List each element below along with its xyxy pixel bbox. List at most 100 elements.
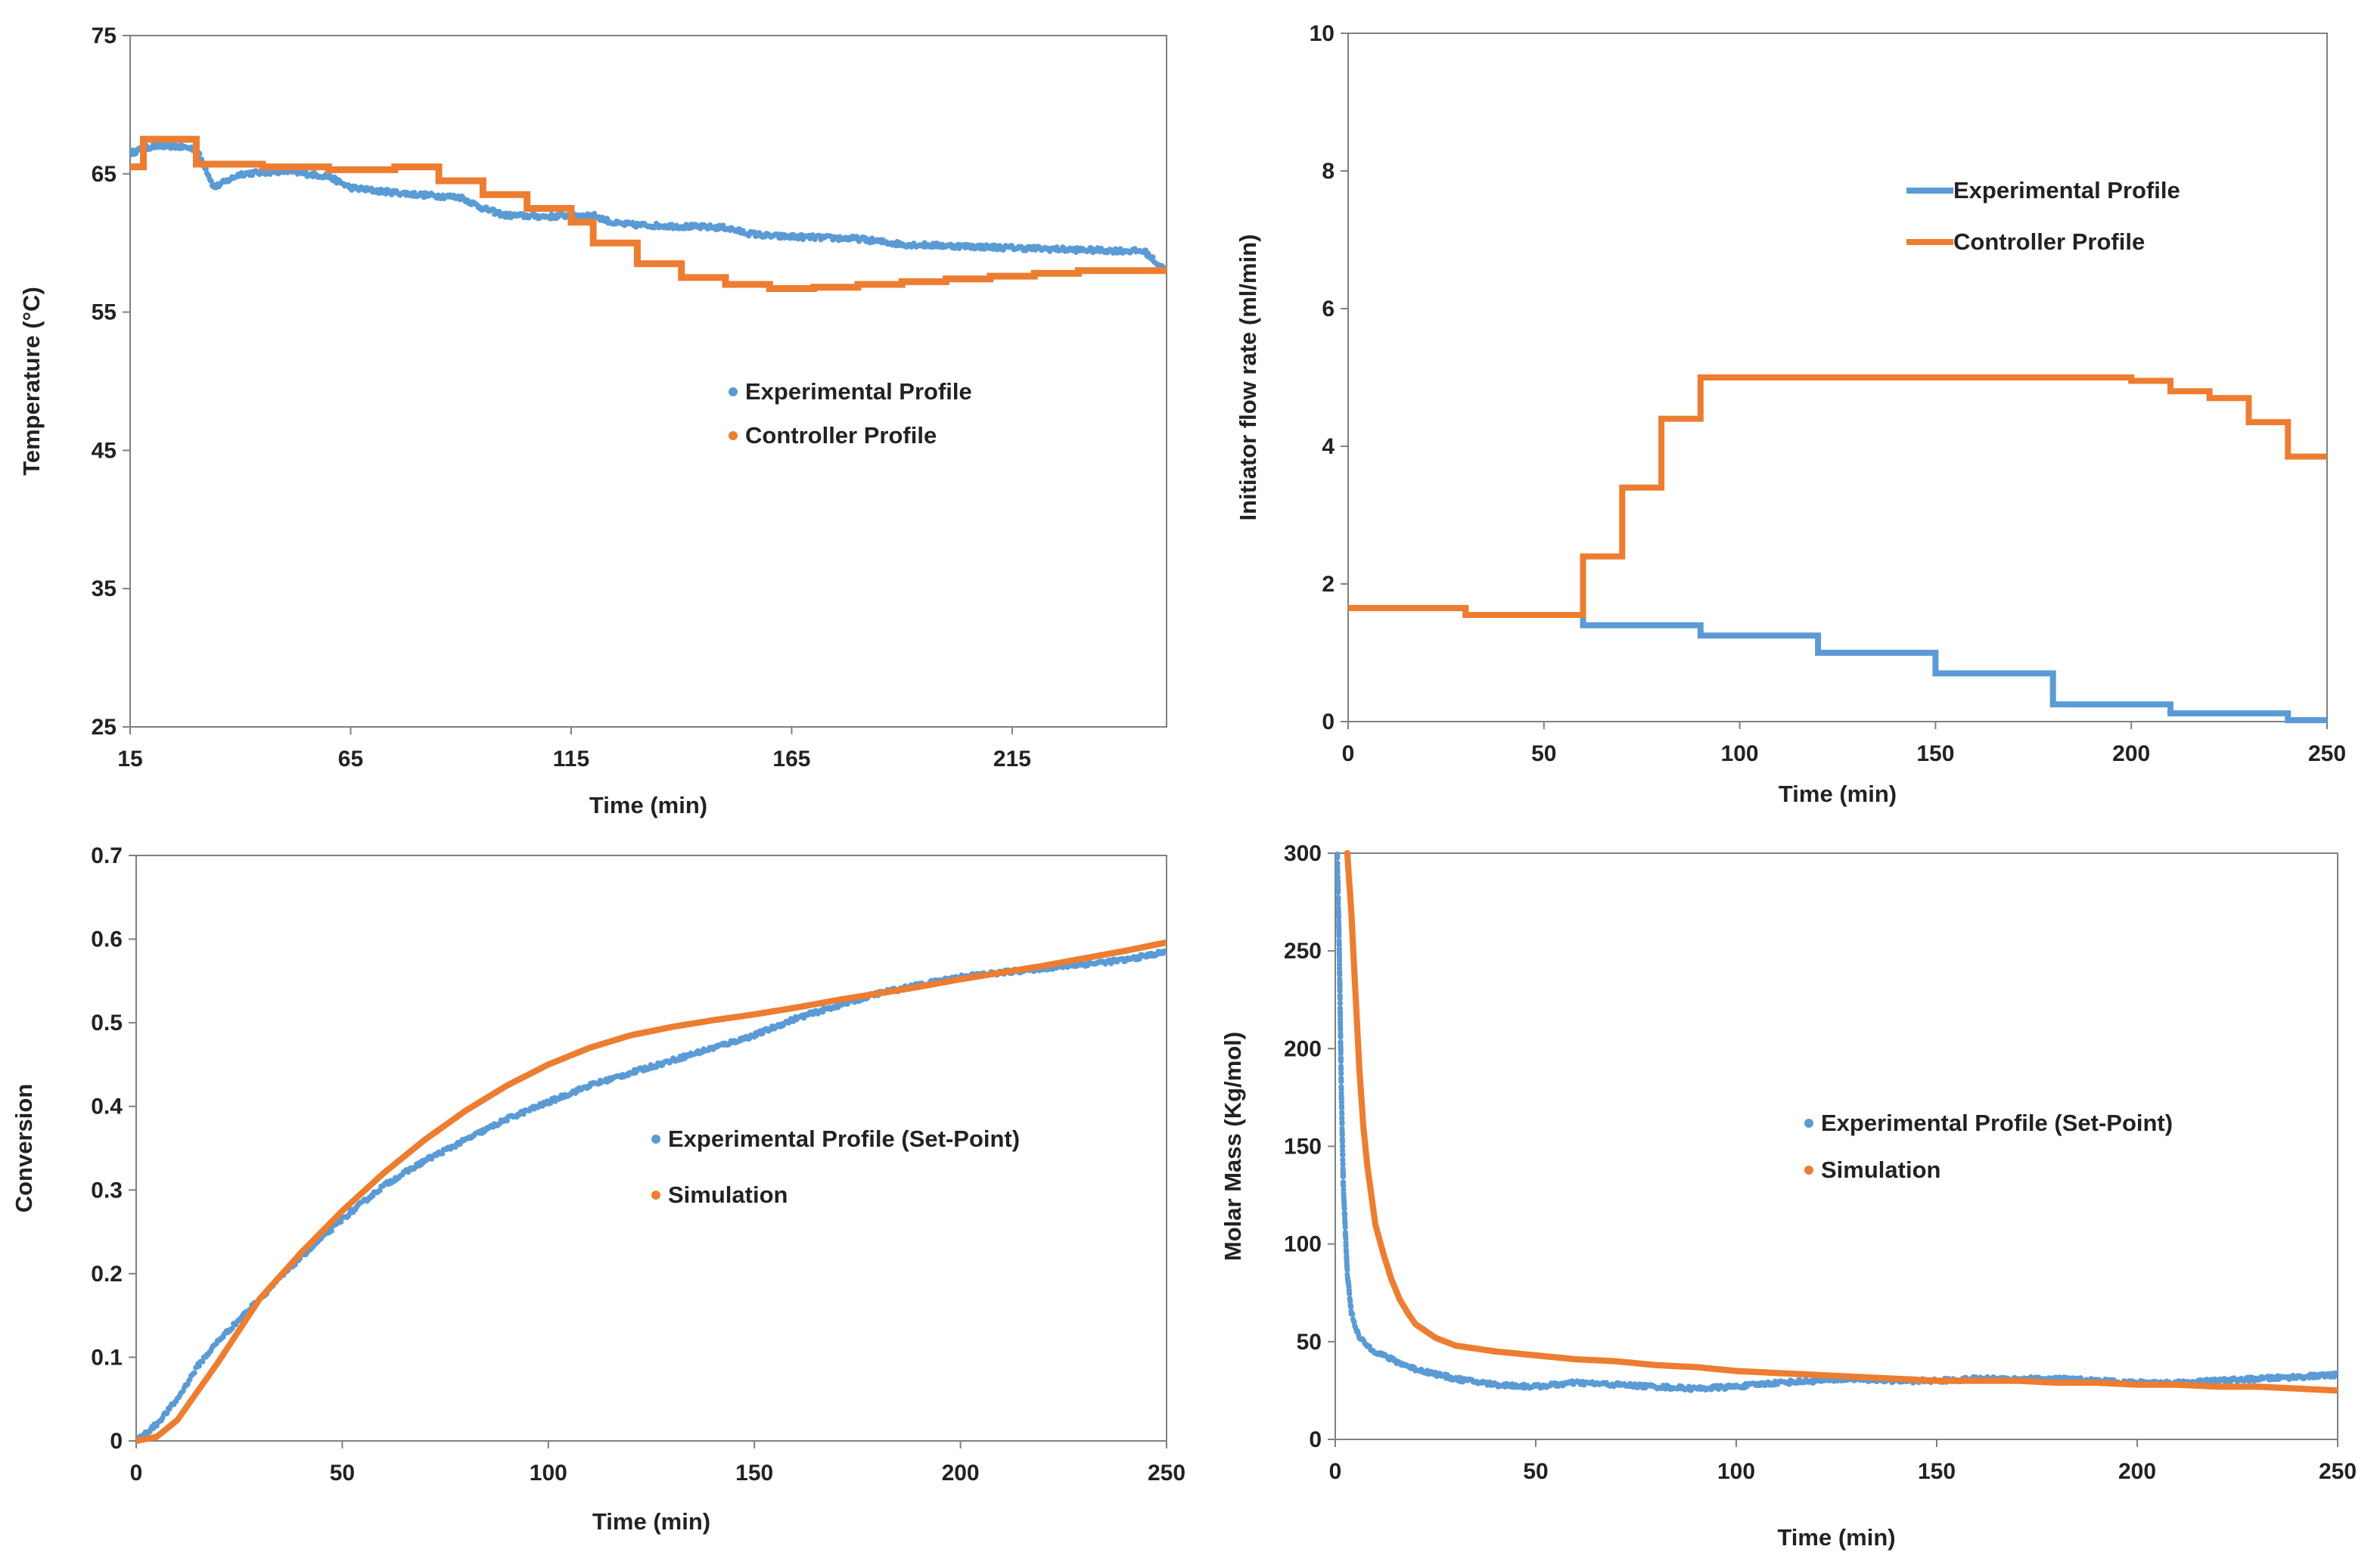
x-tick-label: 50 (1531, 741, 1556, 766)
conversion-chart: 0 0.1 0.2 0.3 0.4 0.5 0.6 0.7 0 50 100 150 200 250 Tim… (11, 843, 1185, 1535)
data-point (1350, 1312, 1356, 1318)
y-axis-label: Molar Mass (Kg/mol) (1220, 1032, 1246, 1261)
x-axis-label: Time (min) (589, 792, 707, 818)
legend-label: Experimental Profile (Set-Point) (1821, 1110, 2173, 1136)
data-point (1344, 1267, 1350, 1273)
data-point (1337, 1005, 1343, 1011)
y-tick-label: 75 (92, 23, 117, 48)
data-point (1339, 1115, 1345, 1121)
x-tick-label: 0 (1342, 741, 1355, 766)
y-tick-label: 0.2 (91, 1262, 123, 1287)
y-tick-label: 45 (92, 438, 117, 463)
data-point (440, 1150, 446, 1157)
x-tick-label: 0 (130, 1461, 143, 1486)
x-tick-label: 150 (1916, 741, 1954, 766)
legend-label: Simulation (668, 1181, 788, 1208)
y-tick-label: 55 (92, 300, 117, 325)
y-axis-label: Temperature (°C) (18, 287, 45, 476)
data-point (1338, 1079, 1344, 1085)
x-tick-label: 250 (2308, 741, 2346, 766)
y-tick-label: 0.6 (91, 927, 123, 952)
legend-swatch (651, 1191, 660, 1200)
data-point (1343, 1243, 1349, 1249)
legend-swatch (729, 387, 738, 396)
y-tick-label: 0.1 (91, 1345, 123, 1370)
data-point (1338, 1051, 1344, 1057)
legend-swatch (1804, 1119, 1813, 1128)
data-point (1339, 1132, 1345, 1138)
x-tick-label: 150 (1918, 1459, 1956, 1484)
x-tick-label: 0 (1329, 1459, 1342, 1484)
y-tick-label: 150 (1284, 1135, 1322, 1160)
series-simulation-points (136, 939, 1167, 1444)
y-tick-label: 6 (1322, 297, 1335, 321)
data-point (1337, 1000, 1343, 1006)
legend-label: Experimental Profile (1953, 177, 2180, 203)
x-tick-label: 200 (2112, 741, 2150, 766)
y-tick-label: 0 (1309, 1427, 1322, 1452)
x-tick-label: 250 (2319, 1459, 2357, 1484)
x-tick-label: 115 (553, 747, 589, 772)
series-simulation-points (1344, 850, 2338, 1394)
y-axis-label: Initiator flow rate (ml/min) (1235, 234, 1261, 521)
data-point (1343, 1235, 1349, 1241)
y-tick-label: 8 (1322, 159, 1335, 184)
temperature-chart: 25 35 45 55 65 75 15 65 115 165 215 Time (min) Tempe… (18, 23, 1167, 818)
x-axis-label: Time (min) (1777, 1524, 1895, 1551)
legend: Experimental Profile (Set-Point) Simulati… (1804, 1110, 2173, 1183)
data-point (2335, 1387, 2338, 1394)
series-layer (130, 135, 1167, 293)
data-point (1338, 1034, 1344, 1040)
data-point (1338, 1026, 1344, 1033)
data-point (338, 1219, 344, 1225)
y-tick-label: 65 (92, 162, 117, 187)
data-point (1335, 869, 1341, 875)
series-controller-profile-line (1348, 374, 2327, 618)
data-point (1339, 1139, 1346, 1145)
legend-label: Controller Profile (745, 422, 937, 449)
legend-swatch (729, 431, 738, 440)
legend-label: Experimental Profile (Set-Point) (668, 1126, 1020, 1152)
y-tick-label: 300 (1284, 841, 1322, 866)
data-point (1347, 1290, 1353, 1297)
data-point (1339, 1110, 1345, 1117)
data-point (1337, 995, 1343, 1001)
legend-label: Simulation (1821, 1157, 1940, 1183)
data-point (328, 1228, 334, 1234)
x-tick-label: 100 (1721, 741, 1759, 766)
data-point (1164, 939, 1167, 945)
y-tick-label: 10 (1310, 21, 1335, 46)
data-point (191, 1370, 197, 1376)
y-tick-label: 0.3 (91, 1178, 123, 1203)
x-tick-label: 215 (993, 747, 1031, 772)
data-point (164, 1410, 170, 1416)
data-point (1342, 1225, 1348, 1231)
x-tick-label: 165 (772, 747, 810, 772)
y-tick-label: 100 (1284, 1232, 1322, 1257)
legend: Experimental Profile Controller Profile (729, 378, 972, 449)
series-layer (1348, 374, 2327, 724)
series-layer (136, 939, 1167, 1444)
y-tick-label: 0 (1322, 709, 1335, 734)
plot-area (129, 35, 1167, 728)
data-point (1164, 949, 1167, 955)
data-point (1150, 254, 1156, 260)
plot-area (135, 855, 1167, 1442)
data-point (1340, 1157, 1346, 1163)
data-point (2335, 1371, 2338, 1378)
y-tick-label: 25 (92, 715, 117, 740)
data-point (1338, 1071, 1344, 1077)
data-point (1340, 1161, 1346, 1167)
data-point (1336, 958, 1343, 964)
x-axis-label: Time (min) (1779, 781, 1897, 807)
data-point (1338, 1085, 1344, 1091)
data-point (1348, 1304, 1354, 1310)
x-tick-label: 250 (1148, 1461, 1185, 1486)
y-tick-label: 0 (110, 1429, 123, 1454)
plot-area (1347, 33, 2328, 722)
data-point (377, 1188, 383, 1194)
x-tick-label: 15 (117, 747, 142, 772)
legend: Experimental Profile Controller Profile (1906, 177, 2180, 255)
data-point (1339, 1121, 1345, 1127)
